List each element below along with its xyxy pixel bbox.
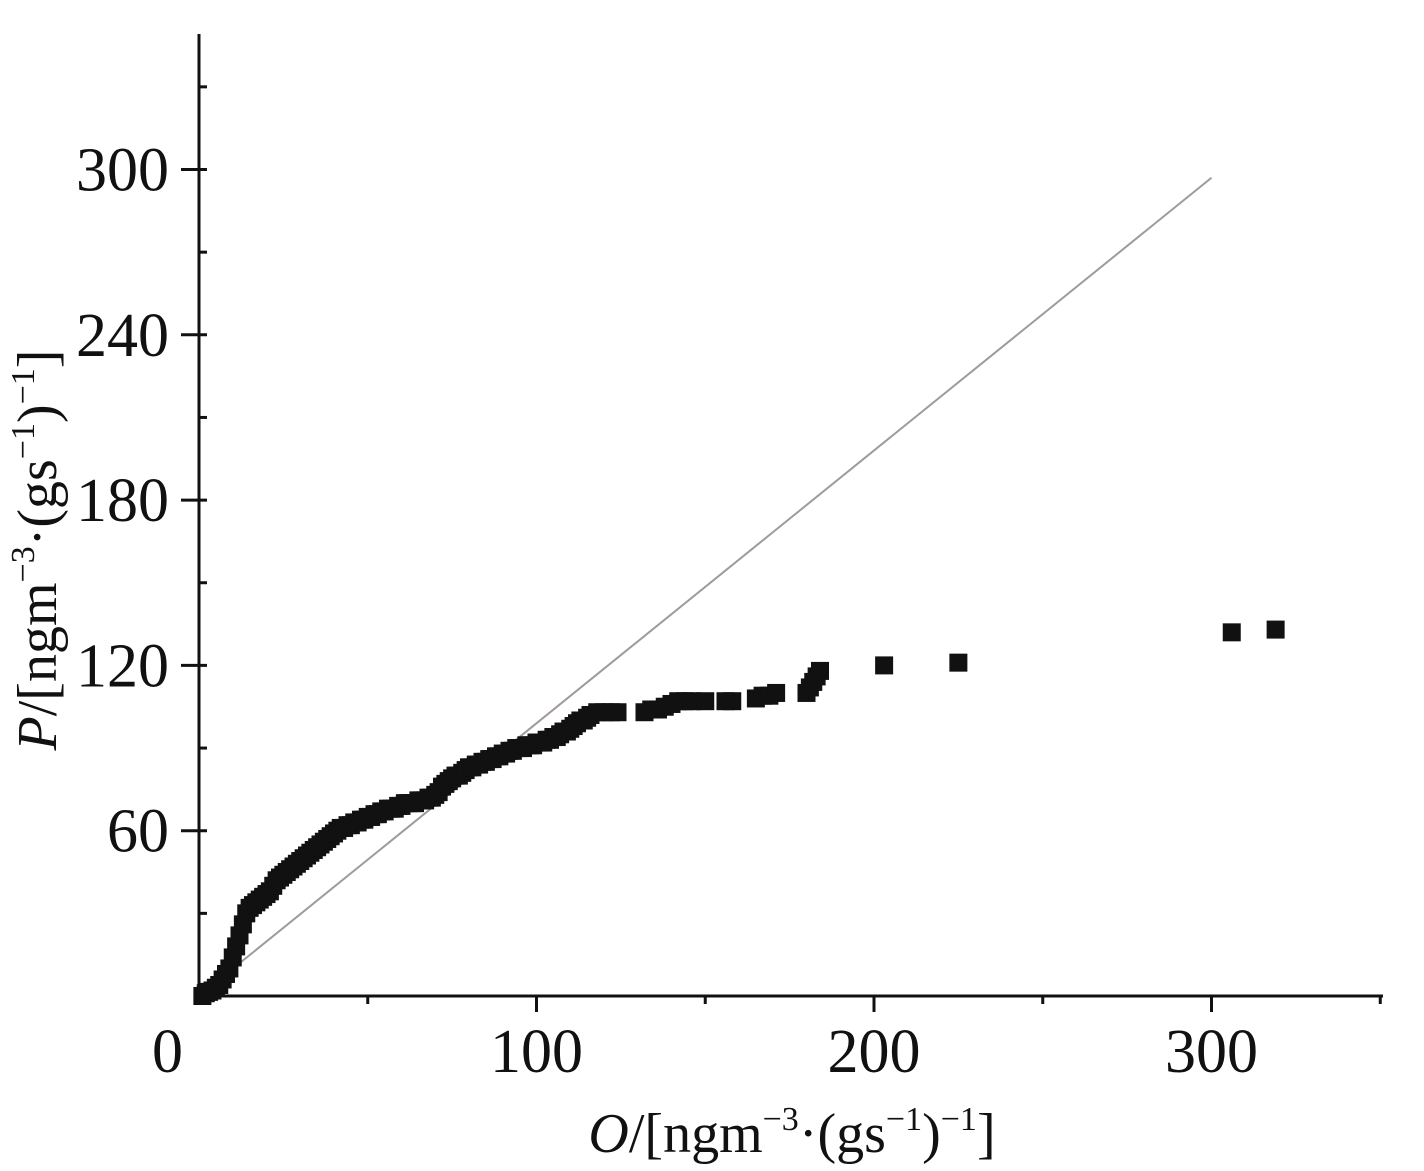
axes-layer [181, 34, 1383, 1012]
x-axis-unit-part: ) [922, 1103, 941, 1165]
reference-line [198, 176, 1213, 997]
reference-line-layer [198, 176, 1213, 997]
y-tick-label: 120 [76, 632, 169, 700]
x-tick-label: 300 [1165, 1018, 1258, 1086]
y-axis-variable: P [7, 716, 69, 751]
y-tick-label: 300 [76, 137, 169, 205]
y-axis-unit-sup: −1 [5, 368, 42, 404]
x-axis-unit-part: ] [977, 1103, 996, 1165]
data-point [875, 656, 894, 675]
x-tick-label: 200 [828, 1018, 921, 1086]
x-tick-label: 0 [152, 1018, 183, 1086]
data-point [696, 692, 715, 711]
y-axis-unit-part: /[ngm [7, 582, 69, 716]
y-axis-unit-part: ] [7, 350, 69, 369]
y-tick-label: 240 [76, 302, 169, 370]
x-axis-unit-sup: −1 [886, 1101, 922, 1138]
y-tick-label: 180 [76, 467, 169, 535]
data-point [608, 703, 627, 722]
data-point [1266, 620, 1285, 639]
y-axis-unit-part: ) [7, 404, 69, 423]
y-axis-unit-sup: −1 [5, 423, 42, 459]
data-point [1222, 623, 1241, 642]
x-tick-label: 100 [490, 1018, 583, 1086]
x-axis-unit-part: /[ngm [629, 1103, 763, 1165]
x-axis-variable: O [588, 1103, 628, 1165]
data-point [723, 692, 742, 711]
x-axis-unit-sup: −3 [763, 1101, 799, 1138]
data-point [811, 661, 829, 680]
y-axis-unit-sup: −3 [5, 546, 42, 582]
data-point [767, 683, 786, 702]
y-axis-unit-part: ·(gs [7, 459, 69, 546]
x-axis-title: O/[ngm−3·(gs−1)−1] [588, 1101, 995, 1165]
x-axis-unit-sup: −1 [941, 1101, 977, 1138]
y-tick-label: 60 [107, 798, 169, 866]
y-axis-title: P/[ngm−3·(gs−1)−1] [5, 350, 69, 752]
tick-labels-layer: 60 120 180 240 300 0 100 200 300 [76, 137, 1258, 1087]
points-layer [193, 620, 1285, 1005]
data-point [949, 653, 968, 672]
x-axis-unit-part: ·(gs [799, 1103, 886, 1165]
